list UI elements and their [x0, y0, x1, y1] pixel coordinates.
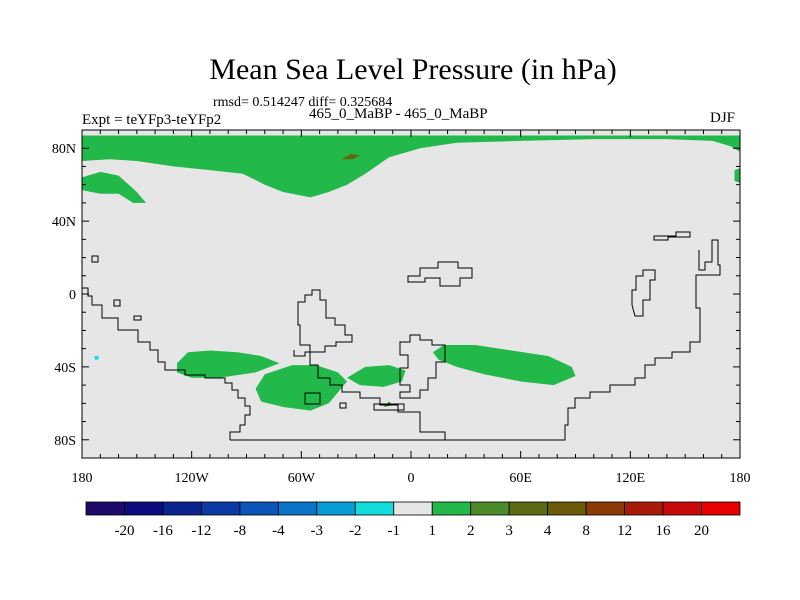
y-tick-label: 40N — [52, 215, 76, 230]
colorbar-label: -2 — [349, 523, 362, 539]
colorbar-box — [201, 501, 241, 516]
colorbar-label: 4 — [544, 523, 552, 539]
colorbar-box — [624, 501, 664, 516]
chart-title: Mean Sea Level Pressure (in hPa) — [209, 53, 617, 86]
colorbar-box — [431, 501, 472, 516]
x-tick-label: 180 — [72, 471, 93, 486]
coastline-mid-island — [399, 334, 446, 399]
colorbar-label: 3 — [505, 523, 513, 539]
region-north-west-patch — [82, 171, 146, 203]
stats-line: rmsd= 0.514247 diff= 0.325684 — [213, 95, 393, 110]
y-tick-label: 40S — [54, 361, 76, 376]
coastline-west-islet — [91, 255, 99, 263]
colorbar-label: 8 — [582, 523, 590, 539]
x-tick-label: 0 — [408, 471, 415, 486]
colorbar-box — [547, 501, 587, 516]
colorbar-label: 12 — [617, 523, 632, 539]
colorbar-label: -12 — [191, 523, 211, 539]
coastline-ne-island — [653, 231, 691, 241]
colorbar-box — [124, 501, 164, 516]
region-east-edge-patch — [734, 168, 740, 183]
region-south-atlantic-mid-patch — [347, 365, 406, 387]
colorbar-box — [508, 501, 549, 516]
x-tick-label: 60E — [509, 471, 532, 486]
colorbar-box — [239, 501, 279, 516]
colorbar-box — [585, 501, 625, 516]
colorbar-label: 2 — [467, 523, 475, 539]
coastline-small-islet-2 — [133, 315, 142, 321]
colorbar-box — [470, 501, 510, 516]
coastline-south-island — [373, 403, 405, 411]
experiment-label: Expt = teYFp3-teYFp2 — [82, 112, 222, 128]
coastline-south-islet — [339, 402, 347, 409]
region-south-atlantic-west-patch — [255, 365, 347, 411]
region-north-brown-blob — [341, 153, 360, 160]
colorbar-label: -20 — [114, 523, 134, 539]
colorbar-label: -3 — [311, 523, 324, 539]
colorbar-label: 1 — [428, 523, 436, 539]
colorbar: -20 -16 -12 -8 -4 -3 -2 -1 1 2 3 4 8 12 16 20 — [85, 501, 741, 539]
x-tick-label: 120E — [616, 471, 646, 486]
colorbar-box — [162, 501, 202, 516]
x-axis: 180 120W 60W 0 60E 120E 180 — [72, 130, 751, 486]
coastline-atlantic-islet — [304, 392, 321, 405]
plot-background — [82, 130, 740, 458]
season-label: DJF — [710, 110, 736, 126]
coastline-east — [445, 239, 721, 441]
x-tick-label: 180 — [730, 471, 751, 486]
colorbar-box — [85, 501, 125, 516]
coastline-small-islet-1 — [113, 299, 121, 307]
colorbar-box — [277, 501, 318, 516]
colorbar-label: 16 — [656, 523, 672, 539]
difference-regions — [82, 135, 740, 411]
region-cyan-speck — [94, 356, 99, 360]
colorbar-box — [316, 501, 356, 516]
coastline-equator-island — [407, 261, 473, 287]
x-tick-label: 120W — [175, 471, 210, 486]
colorbar-box — [701, 501, 741, 516]
period-label: 465_0_MaBP - 465_0_MaBP — [309, 106, 488, 122]
coastline-contours — [82, 231, 721, 441]
region-north-polar-band — [82, 135, 740, 198]
colorbar-label: -4 — [272, 523, 285, 539]
colorbar-box — [662, 501, 702, 516]
x-tick-label: 60W — [288, 471, 316, 486]
region-indian-ocean-patch — [432, 345, 576, 386]
colorbar-label: 20 — [694, 523, 709, 539]
colorbar-label: -8 — [234, 523, 247, 539]
y-tick-label: 0 — [69, 288, 76, 303]
colorbar-label: -1 — [388, 523, 401, 539]
coastline-east-island — [631, 269, 656, 317]
colorbar-label: -16 — [153, 523, 173, 539]
colorbar-box — [354, 501, 395, 516]
y-axis: 80N 40N 0 40S 80S — [52, 129, 740, 459]
y-tick-label: 80N — [52, 142, 76, 157]
y-tick-label: 80S — [54, 434, 76, 449]
coastline-africa — [82, 287, 446, 441]
region-south-america-west-patch — [177, 350, 280, 378]
colorbar-box — [393, 501, 433, 516]
